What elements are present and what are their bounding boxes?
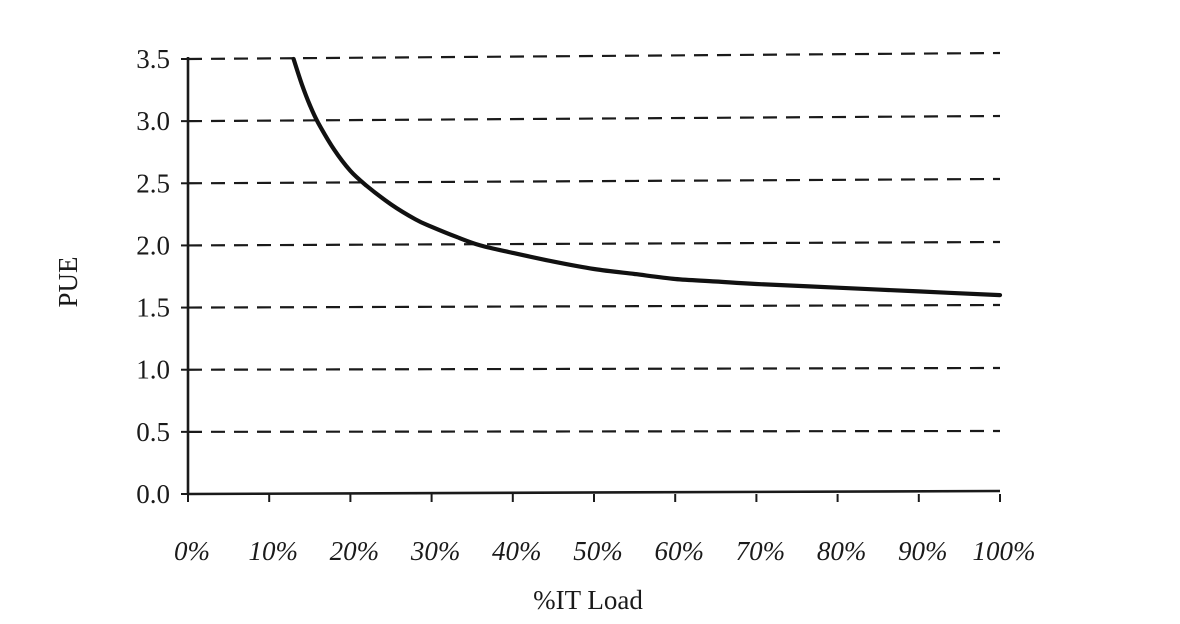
x-tick-label: 60% [654, 536, 704, 566]
x-tick-label: 40% [492, 536, 542, 566]
tick-labels: 0.0 0.5 1.0 1.5 2.0 2.5 3.0 3.5 0% 10% 20% 30% 40% 50… [136, 44, 1035, 566]
pue-curve [291, 56, 1003, 298]
x-axis-line [187, 489, 1001, 496]
y-tick-label: 3.5 [136, 44, 170, 74]
series [291, 56, 1003, 298]
gridline-y-0.5 [187, 429, 1001, 433]
x-tick-label: 90% [898, 536, 948, 566]
gridline-y-3.5 [187, 51, 1001, 61]
x-tick-label: 30% [410, 536, 461, 566]
x-tick-label: 100% [973, 536, 1036, 566]
y-tick-label: 2.5 [136, 168, 170, 198]
x-axis-title: %IT Load [533, 585, 643, 615]
y-tick-label: 2.0 [136, 230, 170, 260]
gridlines [187, 51, 1001, 433]
gridline-y-1.0 [187, 366, 1001, 371]
x-tick-label: 80% [817, 536, 867, 566]
y-tick-label: 3.0 [136, 106, 170, 136]
y-tick-label: 0.5 [136, 417, 170, 447]
gridline-y-2.5 [187, 177, 1001, 185]
gridline-y-3.0 [187, 114, 1001, 123]
y-tick-label: 1.0 [136, 355, 170, 385]
x-tick-label: 10% [248, 536, 298, 566]
x-tick-label: 50% [573, 536, 623, 566]
y-axis-title: PUE [53, 256, 83, 307]
axes [186, 57, 1001, 496]
gridline-y-1.5 [187, 303, 1001, 309]
x-tick-label: 20% [330, 536, 380, 566]
x-tick-label: 0% [174, 536, 210, 566]
y-tick-label: 0.0 [136, 479, 170, 509]
ticks [181, 58, 1001, 502]
gridline-y-2.0 [187, 240, 1001, 247]
y-tick-label: 1.5 [136, 293, 170, 323]
x-tick-label: 70% [736, 536, 786, 566]
